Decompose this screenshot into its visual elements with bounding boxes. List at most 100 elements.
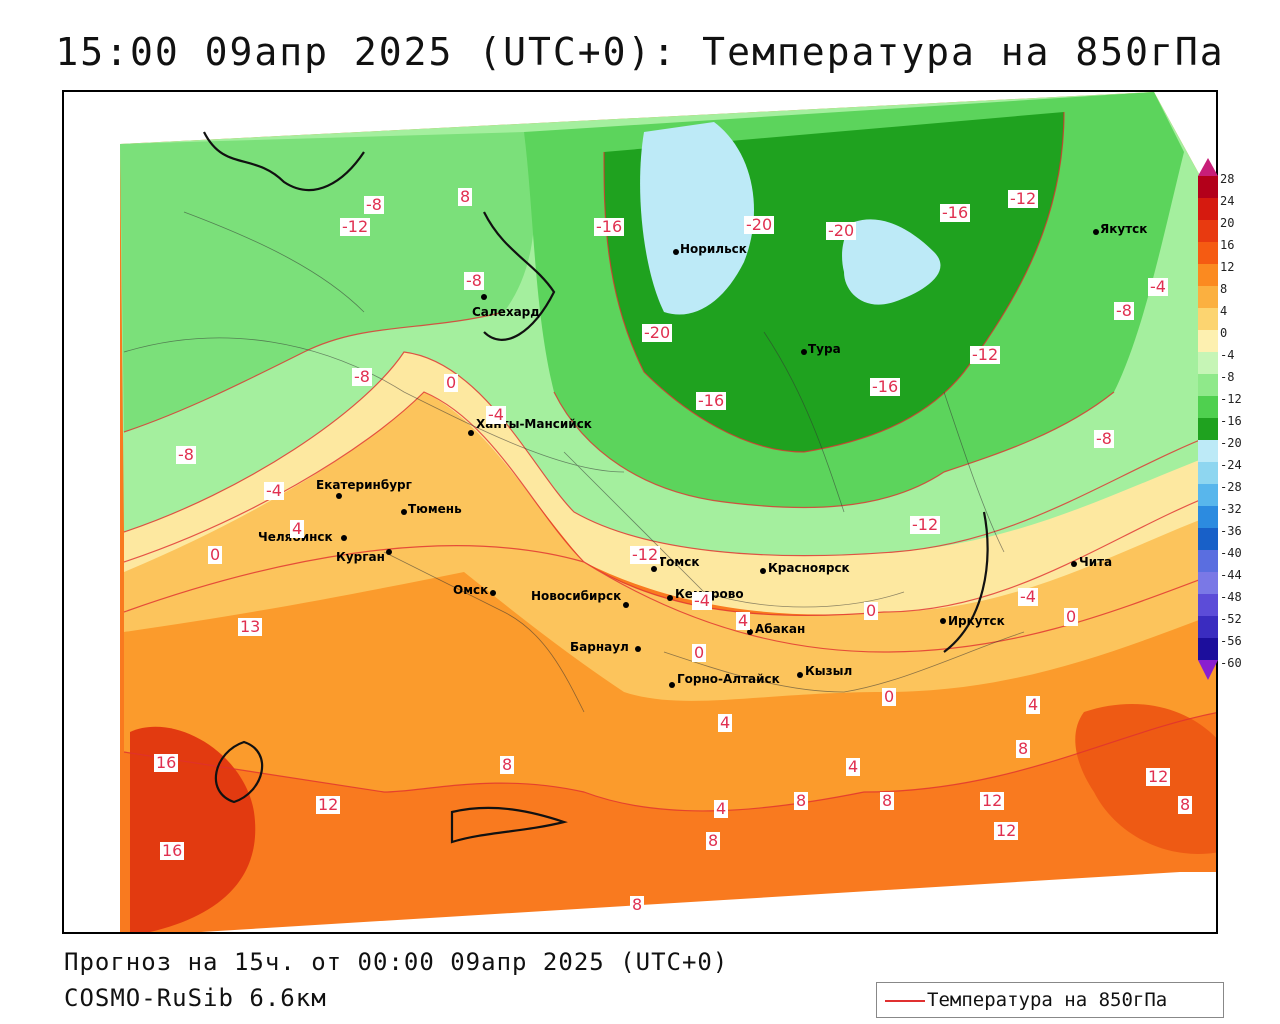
colorbar-tick: -28 (1220, 480, 1242, 494)
contour-label: -8 (364, 195, 384, 214)
contour-label: 8 (500, 755, 515, 774)
city-marker (623, 602, 629, 608)
colorbar-tick: 24 (1220, 194, 1235, 208)
contour-label: 0 (692, 643, 707, 662)
legend-line-swatch (885, 1000, 925, 1002)
contour-label: 4 (1026, 695, 1041, 714)
colorbar-tick: -36 (1220, 524, 1242, 538)
legend: Температура на 850гПа (876, 982, 1224, 1018)
city-label: Новосибирск (531, 589, 622, 603)
city-marker (673, 249, 679, 255)
contour-label: 8 (794, 791, 809, 810)
contour-label: 4 (714, 799, 729, 818)
city-label: Норильск (680, 242, 747, 256)
contour-label: 4 (290, 519, 305, 538)
city-label: Салехард (472, 305, 540, 319)
contour-label: 12 (316, 795, 341, 814)
colorbar-tick: 4 (1220, 304, 1228, 318)
contour-label: 4 (718, 713, 733, 732)
colorbar (1198, 158, 1218, 688)
contour-label: 0 (1064, 607, 1079, 626)
city-label: Красноярск (768, 561, 850, 575)
city-marker (651, 566, 657, 572)
contour-label: -20 (744, 215, 775, 234)
contour-label: -4 (1148, 277, 1168, 296)
colorbar-tick: -8 (1220, 370, 1235, 384)
city-marker (468, 430, 474, 436)
city-label: Екатеринбург (316, 478, 412, 492)
city-marker (1071, 561, 1077, 567)
legend-label: Температура на 850гПа (927, 989, 1168, 1011)
contour-label: -12 (630, 545, 661, 564)
contour-label: -4 (486, 405, 506, 424)
colorbar-tick: -60 (1220, 656, 1242, 670)
city-label: Томск (658, 555, 700, 569)
city-label: Иркутск (948, 614, 1005, 628)
contour-label: -8 (1114, 301, 1134, 320)
contour-label: -4 (1018, 587, 1038, 606)
city-marker (1093, 229, 1099, 235)
contour-label: 8 (706, 831, 721, 850)
city-label: Тура (808, 342, 841, 356)
contour-label: -4 (692, 591, 712, 610)
city-marker (401, 509, 407, 515)
contour-label: 12 (980, 791, 1005, 810)
city-marker (760, 568, 766, 574)
colorbar-tick: 0 (1220, 326, 1228, 340)
city-label: Барнаул (570, 640, 629, 654)
colorbar-tick: 8 (1220, 282, 1228, 296)
city-label: Тюмень (408, 502, 462, 516)
city-marker (667, 595, 673, 601)
contour-label: 12 (1146, 767, 1171, 786)
contour-label: -8 (176, 445, 196, 464)
city-marker (386, 549, 392, 555)
colorbar-tick: 28 (1220, 172, 1235, 186)
temperature-field (64, 92, 1216, 932)
colorbar-tick: -12 (1220, 392, 1242, 406)
contour-label: 12 (994, 821, 1019, 840)
forecast-info: Прогноз на 15ч. от 00:00 09апр 2025 (UTC… (64, 948, 729, 976)
colorbar-tick: 12 (1220, 260, 1235, 274)
contour-label: -8 (352, 367, 372, 386)
city-marker (336, 493, 342, 499)
colorbar-tick: -20 (1220, 436, 1242, 450)
city-label: Чита (1079, 555, 1113, 569)
colorbar-tick: -16 (1220, 414, 1242, 428)
contour-label: 8 (880, 791, 895, 810)
contour-label: 4 (846, 757, 861, 776)
colorbar-tick: -44 (1220, 568, 1242, 582)
contour-label: 16 (154, 753, 179, 772)
contour-label: 0 (864, 601, 879, 620)
city-label: Якутск (1100, 222, 1148, 236)
contour-label: -20 (642, 323, 673, 342)
contour-label: 16 (160, 841, 185, 860)
city-label: Омск (453, 583, 489, 597)
contour-label: 8 (1016, 739, 1031, 758)
contour-label: -8 (1094, 429, 1114, 448)
contour-label: -16 (870, 377, 901, 396)
contour-label: -12 (970, 345, 1001, 364)
colorbar-tick: -52 (1220, 612, 1242, 626)
map-title: 15:00 09апр 2025 (UTC+0): Температура на… (55, 30, 1225, 74)
contour-label: -12 (340, 217, 371, 236)
contour-label: -12 (1008, 189, 1039, 208)
model-info: COSMO-RuSib 6.6км (64, 984, 327, 1012)
city-marker (341, 535, 347, 541)
contour-label: 8 (630, 895, 645, 914)
city-marker (481, 294, 487, 300)
contour-label: 8 (1178, 795, 1193, 814)
city-label: Курган (336, 550, 385, 564)
city-marker (940, 618, 946, 624)
city-marker (669, 682, 675, 688)
colorbar-tick: -24 (1220, 458, 1242, 472)
contour-label: -20 (826, 221, 857, 240)
contour-label: -16 (696, 391, 727, 410)
contour-label: -16 (594, 217, 625, 236)
contour-label: 8 (458, 187, 473, 206)
colorbar-tick: -56 (1220, 634, 1242, 648)
contour-label: 13 (238, 617, 263, 636)
colorbar-tick: -32 (1220, 502, 1242, 516)
city-label: Кызыл (805, 664, 853, 678)
contour-label: -4 (264, 481, 284, 500)
forecast-map: Норильск Якутск Салехард Тура Ханты-Манс… (62, 90, 1218, 934)
